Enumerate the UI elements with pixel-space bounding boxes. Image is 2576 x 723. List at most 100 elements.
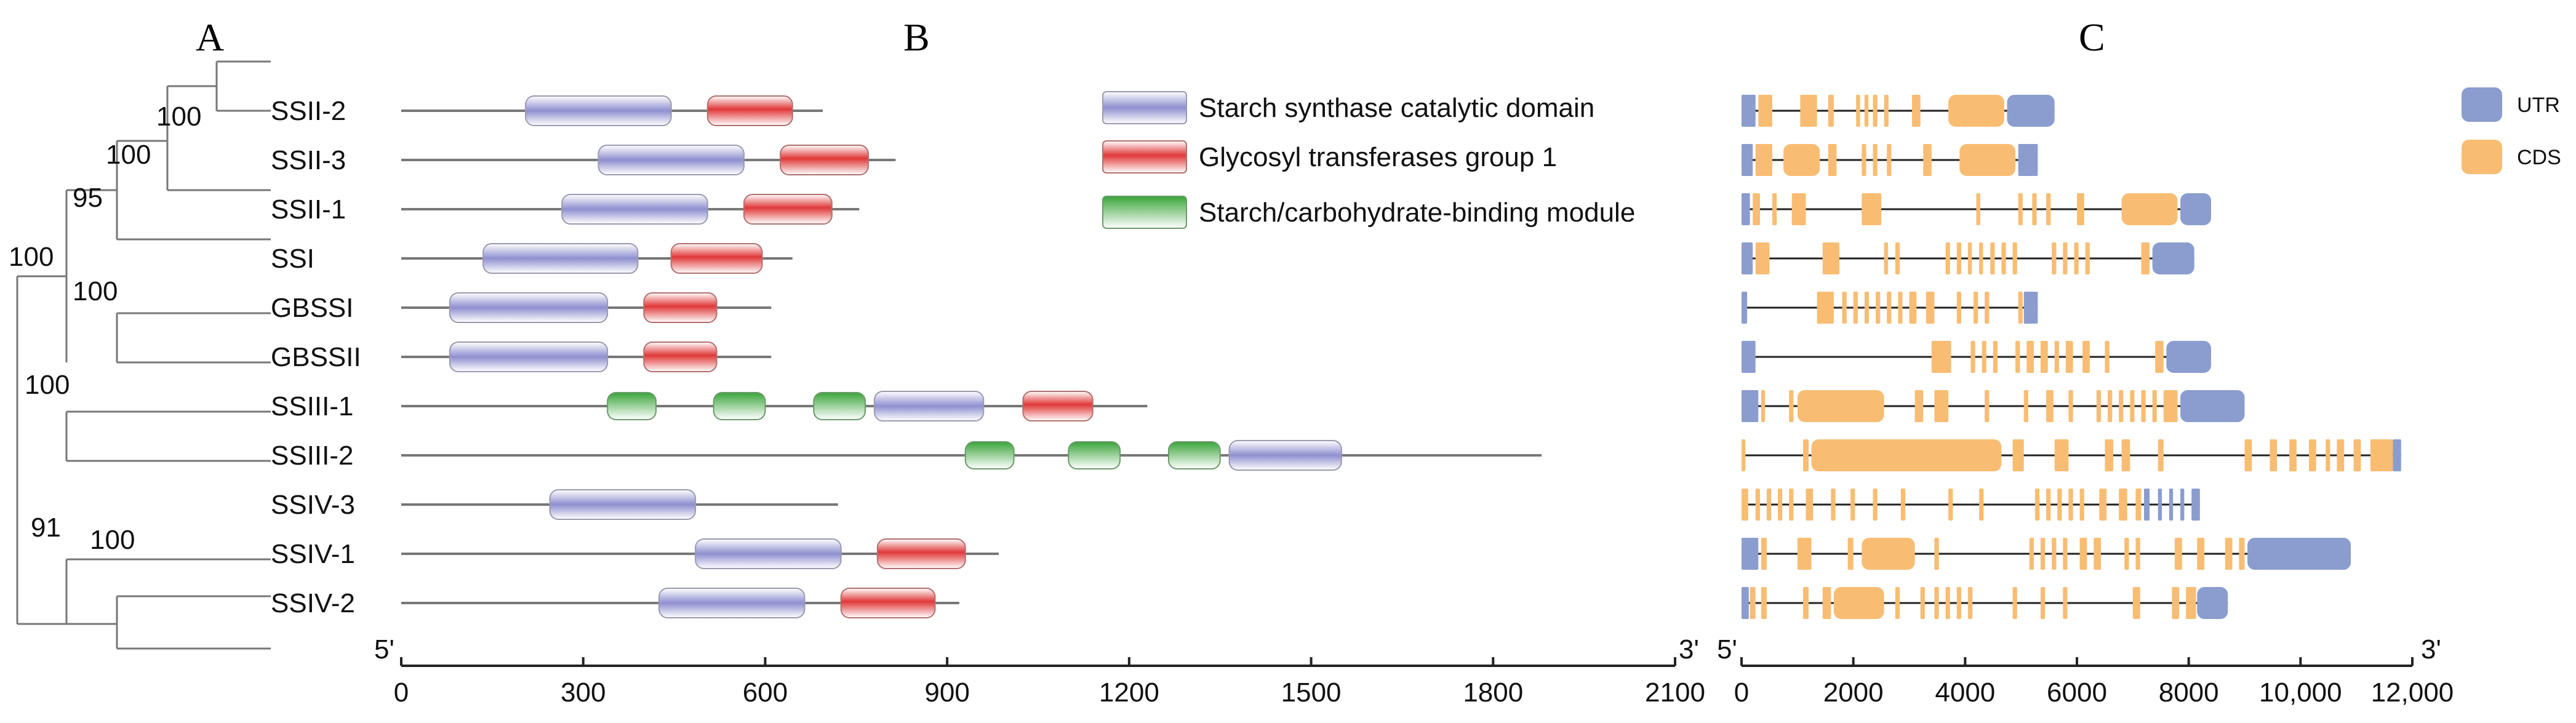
panel-label-b: B: [903, 15, 930, 59]
cds-segment: [2068, 390, 2073, 422]
utr-segment: [2247, 538, 2351, 570]
gene-label: SSIV-1: [271, 539, 355, 569]
structure-axis-tick-label: 10,000: [2259, 677, 2342, 708]
gene-label: SSII-2: [271, 96, 346, 126]
domain-glycosyl: [706, 95, 793, 126]
gene-label: SSIV-2: [271, 588, 355, 618]
legend-swatch-glycosyl: [1102, 140, 1187, 174]
cds-segment: [1828, 144, 1837, 176]
cds-segment: [1898, 292, 1903, 324]
cds-segment: [2141, 242, 2150, 274]
utr-segment: [1742, 341, 1756, 373]
cds-segment: [2063, 538, 2068, 570]
cds-segment: [2152, 390, 2157, 422]
structure-axis-end: 3': [2421, 634, 2441, 665]
cds-segment: [2107, 390, 2113, 422]
domain-catalytic: [525, 95, 672, 126]
bootstrap-ssiv: 91: [31, 513, 61, 543]
cds-segment: [2130, 390, 2135, 422]
cds-segment: [1967, 587, 1973, 619]
utr-segment: [1742, 193, 1750, 225]
cds-segment: [2105, 439, 2114, 471]
cds-segment: [1959, 144, 2016, 176]
cds-segment: [2163, 390, 2178, 422]
utr-segment: [1742, 538, 1759, 570]
cds-segment: [2337, 439, 2345, 471]
cds-segment: [1956, 242, 1961, 274]
utr-segment: [1742, 587, 1749, 619]
domain-catalytic: [449, 292, 609, 323]
legend-swatch-utr: [2462, 87, 2502, 122]
cds-segment: [2121, 439, 2130, 471]
domain-glycosyl: [743, 194, 833, 225]
cds-segment: [1862, 144, 1866, 176]
bootstrap-ssiii: 100: [25, 370, 70, 400]
cds-segment: [2082, 341, 2090, 373]
cds-segment: [2065, 341, 2073, 373]
cds-segment: [2046, 193, 2051, 225]
bootstrap-ssii: 100: [106, 140, 151, 170]
cds-segment: [1923, 144, 1932, 176]
cds-segment: [1758, 95, 1772, 127]
utr-segment: [1742, 144, 1753, 176]
utr-segment: [2018, 144, 2038, 176]
cds-segment: [2141, 390, 2146, 422]
utr-segment: [1742, 242, 1753, 274]
cds-segment: [1833, 587, 1884, 619]
utr-segment: [2152, 242, 2194, 274]
protein-domain-panel: [401, 95, 1542, 618]
cds-segment: [1783, 144, 1820, 176]
panel-label-a: A: [196, 15, 224, 59]
utr-segment: [2180, 390, 2245, 422]
utr-segment: [2393, 439, 2401, 471]
cds-segment: [2018, 292, 2023, 324]
cds-segment: [1822, 587, 1831, 619]
domain-axis-end: 3': [1679, 634, 1699, 665]
utr-segment: [2191, 489, 2200, 521]
cds-segment: [1948, 489, 1953, 521]
bootstrap-root: 100: [9, 242, 54, 272]
cds-segment: [1873, 144, 1878, 176]
bootstrap-ssii23: 100: [156, 102, 201, 132]
cds-segment: [1831, 489, 1836, 521]
domain-cbm: [607, 392, 657, 420]
utr-segment: [2169, 489, 2174, 521]
cds-segment: [1761, 390, 1766, 422]
cds-segment: [1985, 390, 1990, 422]
cds-segment: [2135, 538, 2140, 570]
gene-label: SSII-3: [271, 145, 346, 175]
gene-structure-legend: UTR CDS: [2462, 87, 2561, 174]
cds-segment: [1967, 242, 1972, 274]
cds-segment: [2068, 489, 2073, 521]
domain-catalytic: [873, 391, 985, 421]
cds-segment: [1948, 95, 2004, 127]
domain-length-axis: 5' 3' 0 300 600 900 1200 1500 1800 2100: [374, 634, 1705, 708]
cds-segment: [1993, 341, 1998, 373]
cds-segment: [1864, 95, 1869, 127]
legend-label-glycosyl: Glycosyl transferases group 1: [1199, 142, 1557, 172]
cds-segment: [1979, 242, 1983, 274]
cds-segment: [1755, 144, 1772, 176]
legend-swatch-cbm: [1102, 196, 1187, 229]
cds-segment: [1742, 439, 1746, 471]
domain-catalytic: [482, 243, 639, 274]
cds-segment: [1772, 193, 1777, 225]
cds-segment: [1742, 489, 1748, 521]
utr-segment: [2158, 489, 2162, 521]
cds-segment: [1802, 587, 1809, 619]
cds-segment: [2054, 439, 2069, 471]
cds-segment: [2012, 587, 2017, 619]
cds-segment: [2135, 489, 2142, 521]
domain-cbm: [713, 392, 766, 420]
cds-segment: [1864, 292, 1870, 324]
legend-swatch-catalytic: [1102, 91, 1187, 124]
cds-segment: [2094, 538, 2102, 570]
legend-label-catalytic: Starch synthase catalytic domain: [1199, 93, 1594, 123]
structure-axis-tick-label: 2000: [1823, 677, 1884, 708]
cds-segment: [2132, 587, 2140, 619]
cds-segment: [1761, 538, 1767, 570]
cds-segment: [1914, 390, 1924, 422]
structure-axis-tick-label: 12,000: [2371, 677, 2454, 708]
cds-segment: [2370, 439, 2393, 471]
domain-axis-tick-label: 1800: [1463, 677, 1523, 708]
